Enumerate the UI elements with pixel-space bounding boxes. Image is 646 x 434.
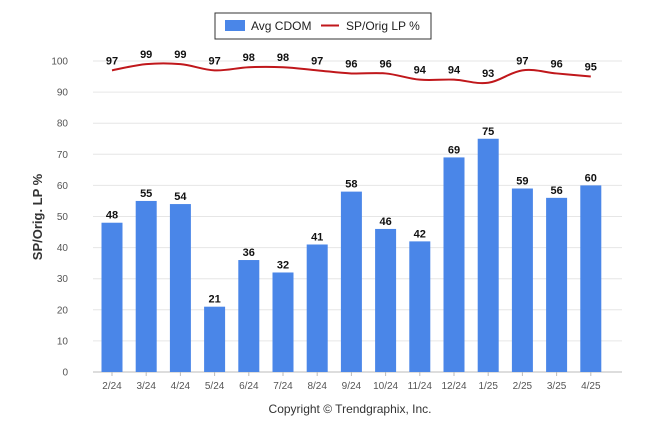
line-data-label: 99 [140, 49, 152, 61]
x-tick-label: 10/24 [373, 381, 398, 392]
bar-data-label: 75 [482, 126, 494, 138]
bar-data-label: 55 [140, 188, 152, 200]
y-tick-label: 0 [62, 368, 68, 379]
line-data-label: 96 [345, 58, 357, 70]
sp-orig-lp-line [111, 62, 591, 85]
bar [511, 188, 533, 372]
bar-data-label: 54 [174, 191, 187, 203]
x-tick-label: 4/25 [581, 381, 601, 392]
bar-data-label: 36 [243, 247, 255, 259]
y-tick-label: 80 [57, 119, 69, 130]
bar [580, 185, 602, 372]
y-tick-label: 60 [57, 181, 69, 192]
line-data-label: 94 [414, 65, 427, 77]
bar [477, 138, 499, 372]
bar-data-label: 48 [106, 210, 118, 222]
x-tick-label: 12/24 [441, 381, 466, 392]
x-tick-label: 3/25 [547, 381, 567, 392]
line-data-label: 96 [550, 58, 562, 70]
x-tick-label: 6/24 [239, 381, 259, 392]
y-tick-label: 40 [57, 243, 69, 254]
y-tick-label: 30 [57, 274, 69, 285]
bar-data-label: 56 [550, 185, 562, 197]
bar [340, 191, 362, 372]
bars [101, 138, 602, 372]
bar-data-label: 46 [379, 216, 391, 228]
x-tick-label: 5/24 [205, 381, 225, 392]
bar [546, 197, 568, 372]
bar [135, 200, 157, 372]
y-tick-label: 20 [57, 305, 69, 316]
y-tick-label: 90 [57, 88, 69, 99]
line-series [111, 62, 591, 85]
bar-data-label: 58 [345, 179, 357, 191]
bar-data-label: 60 [585, 172, 597, 184]
line-data-label: 99 [174, 49, 186, 61]
bar-data-labels: 48 55 54 21 36 32 41 58 46 42 69 75 59 56 60 [106, 126, 597, 306]
line-data-label: 94 [448, 65, 461, 77]
x-tick-label: 2/24 [102, 381, 122, 392]
legend: Avg CDOM SP/Orig LP % [214, 12, 432, 40]
bar [169, 204, 191, 372]
bar [409, 241, 431, 372]
x-tick-label: 2/25 [513, 381, 533, 392]
x-tick-label: 4/24 [171, 381, 191, 392]
y-tick-label: 10 [57, 336, 69, 347]
y-tick-label: 50 [57, 212, 69, 223]
line-data-label: 97 [516, 55, 528, 67]
x-tick-label: 11/24 [408, 381, 433, 392]
line-data-label: 98 [243, 52, 255, 64]
bar [375, 228, 397, 372]
bar-data-label: 21 [208, 294, 220, 306]
bar [238, 260, 260, 372]
line-data-label: 97 [106, 55, 118, 67]
y-axis-title: SP/Orig. LP % [30, 173, 45, 260]
bar [204, 306, 226, 372]
copyright-text: Copyright © Trendgraphix, Inc. [269, 402, 432, 416]
legend-swatch-bar [225, 20, 245, 31]
x-tick-label: 3/24 [136, 381, 156, 392]
line-data-label: 97 [208, 55, 220, 67]
y-tick-labels: 0 10 20 30 40 50 60 70 80 90 100 [51, 57, 68, 379]
y-tick-label: 70 [57, 150, 69, 161]
line-data-label: 95 [585, 62, 597, 74]
line-data-label: 97 [311, 55, 323, 67]
x-tick-label: 7/24 [273, 381, 293, 392]
line-data-label: 96 [379, 58, 391, 70]
legend-label-line: SP/Orig LP % [346, 19, 420, 33]
x-tick-label: 1/25 [478, 381, 498, 392]
line-data-label: 98 [277, 52, 289, 64]
bar [272, 272, 294, 372]
bar-data-label: 59 [516, 176, 528, 188]
bar [306, 244, 328, 372]
line-data-labels: 97 99 99 97 98 98 97 96 96 94 94 93 97 96 95 [106, 49, 597, 80]
bar [101, 222, 123, 372]
x-tick-label: 9/24 [342, 381, 362, 392]
bar [443, 157, 465, 372]
y-tick-label: 100 [51, 57, 68, 68]
bar-data-label: 69 [448, 144, 460, 156]
bar-data-label: 32 [277, 259, 289, 271]
x-tick-label: 8/24 [307, 381, 327, 392]
bar-data-label: 42 [414, 228, 426, 240]
legend-label-bar: Avg CDOM [251, 19, 311, 33]
line-data-label: 93 [482, 68, 494, 80]
bar-data-label: 41 [311, 231, 323, 243]
x-tick-labels: 2/24 3/24 4/24 5/24 6/24 7/24 8/24 9/24 10/24 11/… [102, 372, 601, 392]
